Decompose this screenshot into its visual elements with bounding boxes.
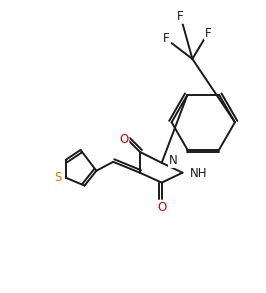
- Text: F: F: [177, 10, 184, 23]
- Text: S: S: [54, 171, 61, 184]
- Text: F: F: [163, 33, 169, 45]
- Text: NH: NH: [189, 167, 207, 180]
- Text: O: O: [157, 201, 166, 214]
- Text: O: O: [119, 132, 129, 146]
- Text: F: F: [205, 27, 211, 40]
- Text: N: N: [169, 154, 177, 167]
